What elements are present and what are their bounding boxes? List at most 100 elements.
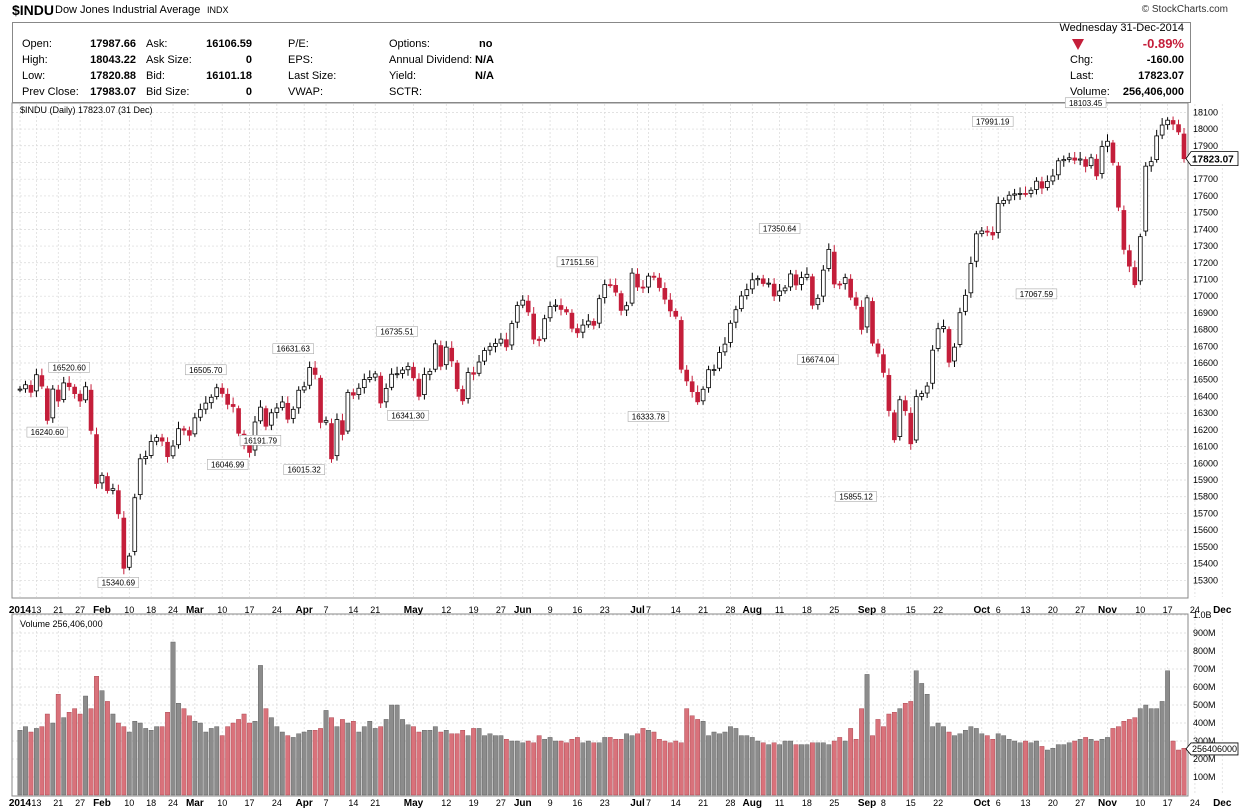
candle-body xyxy=(301,386,307,391)
volume-bar xyxy=(307,730,313,796)
candle-body xyxy=(558,305,564,310)
candle xyxy=(995,196,1001,239)
price-x-tick-label: 25 xyxy=(829,605,839,615)
volume-bar xyxy=(700,721,706,796)
last-label: Last: xyxy=(1070,70,1094,82)
candle-body xyxy=(662,288,668,300)
candle xyxy=(913,389,919,443)
volume-bar xyxy=(263,708,269,796)
volume-bar xyxy=(1126,719,1132,796)
candle xyxy=(853,291,859,310)
candle-body xyxy=(28,384,34,393)
candle xyxy=(279,395,285,411)
volume-bar xyxy=(963,730,968,796)
price-annotation-box xyxy=(556,256,599,268)
candle xyxy=(301,381,307,394)
volume-bar xyxy=(443,730,449,796)
volume-bar xyxy=(1088,739,1094,796)
candle-body xyxy=(55,389,61,402)
volume-bar xyxy=(755,740,761,796)
candle-body xyxy=(547,306,553,319)
volume-x-tick-label: 25 xyxy=(829,798,839,808)
volume-bar xyxy=(842,740,848,796)
candle-body xyxy=(580,324,586,333)
price-annotation: 16341.30 xyxy=(391,411,425,420)
candle-body xyxy=(618,293,624,311)
last-size-label: Last Size: xyxy=(288,70,337,82)
volume-bar xyxy=(356,731,362,796)
price-x-axis: 2014 13 21 27 Feb 10 18 24 Mar 10 17 24 Apr 7 14 21 May 1… xyxy=(9,605,1232,616)
candle-body xyxy=(984,230,990,233)
volume-bar xyxy=(624,733,629,796)
price-annotation-box xyxy=(1015,288,1058,300)
volume-bar xyxy=(749,737,755,796)
volume-x-tick-label: Dec xyxy=(1213,798,1232,809)
volume-bar xyxy=(1121,721,1127,796)
candle-body xyxy=(247,445,252,453)
candle-body xyxy=(853,297,859,306)
volume-bar xyxy=(613,739,619,796)
candle xyxy=(345,389,351,435)
candle-body xyxy=(105,476,110,491)
volume-bar xyxy=(39,726,45,796)
candle xyxy=(1028,187,1034,198)
candle xyxy=(427,368,433,381)
volume-chart-title: Volume 256,406,000 xyxy=(20,619,103,629)
candle-body xyxy=(1143,165,1149,232)
credit[interactable]: © StockCharts.com xyxy=(1141,4,1228,15)
volume-y-tick-label: 400M xyxy=(1193,718,1216,728)
volume-bar xyxy=(1034,740,1039,796)
candle-body xyxy=(542,318,547,340)
candle xyxy=(984,226,990,237)
volume-bar xyxy=(1006,739,1012,796)
candle xyxy=(547,301,553,322)
price-x-tick-label: Feb xyxy=(93,605,111,616)
candle xyxy=(536,336,542,347)
candle-body xyxy=(126,555,132,568)
candle xyxy=(1127,244,1132,273)
price-annotation: 17991.19 xyxy=(976,118,1010,127)
price-x-tick-label: 28 xyxy=(725,605,735,615)
price-y-tick-label: 17300 xyxy=(1193,241,1218,251)
volume-bar xyxy=(132,721,138,796)
volume-bars xyxy=(17,641,1187,796)
candle-body xyxy=(1083,159,1088,167)
candle xyxy=(411,362,416,381)
volume-bar xyxy=(50,722,56,796)
candle xyxy=(170,440,176,459)
volume-bar xyxy=(919,683,925,796)
volume-bar xyxy=(728,726,733,796)
volume-bar xyxy=(777,744,782,796)
candle xyxy=(662,282,668,305)
volume-bar xyxy=(99,690,105,796)
volume-bar xyxy=(864,674,870,796)
candle xyxy=(45,385,50,425)
volume-x-tick-label: Feb xyxy=(93,798,111,809)
candle xyxy=(361,373,367,394)
candle-body xyxy=(946,329,952,363)
candle-body xyxy=(17,388,23,391)
volume-bar xyxy=(678,742,684,796)
candle xyxy=(864,294,870,333)
candle-body xyxy=(509,323,515,346)
price-x-tick-label: 24 xyxy=(1190,605,1200,615)
price-y-tick-label: 17900 xyxy=(1193,141,1218,151)
volume-bar xyxy=(717,733,722,796)
candle-body xyxy=(39,375,45,387)
volume-bar xyxy=(695,719,701,796)
candle-body xyxy=(979,230,985,235)
volume-bar xyxy=(378,726,384,796)
candle xyxy=(274,402,280,419)
price-y-tick-label: 15800 xyxy=(1193,492,1218,502)
price-y-tick-label: 16500 xyxy=(1193,375,1218,385)
open-label: Open: xyxy=(22,38,52,50)
candle-body xyxy=(279,401,285,408)
price-annotation-box xyxy=(797,354,839,365)
candle-body xyxy=(351,392,356,396)
candle xyxy=(870,297,875,347)
volume-y-tick-label: 200M xyxy=(1193,754,1216,764)
price-y-tick-label: 16600 xyxy=(1193,358,1218,368)
volume-bar xyxy=(159,726,165,796)
candle xyxy=(897,395,903,441)
pct-change: -0.89% xyxy=(1142,36,1184,51)
